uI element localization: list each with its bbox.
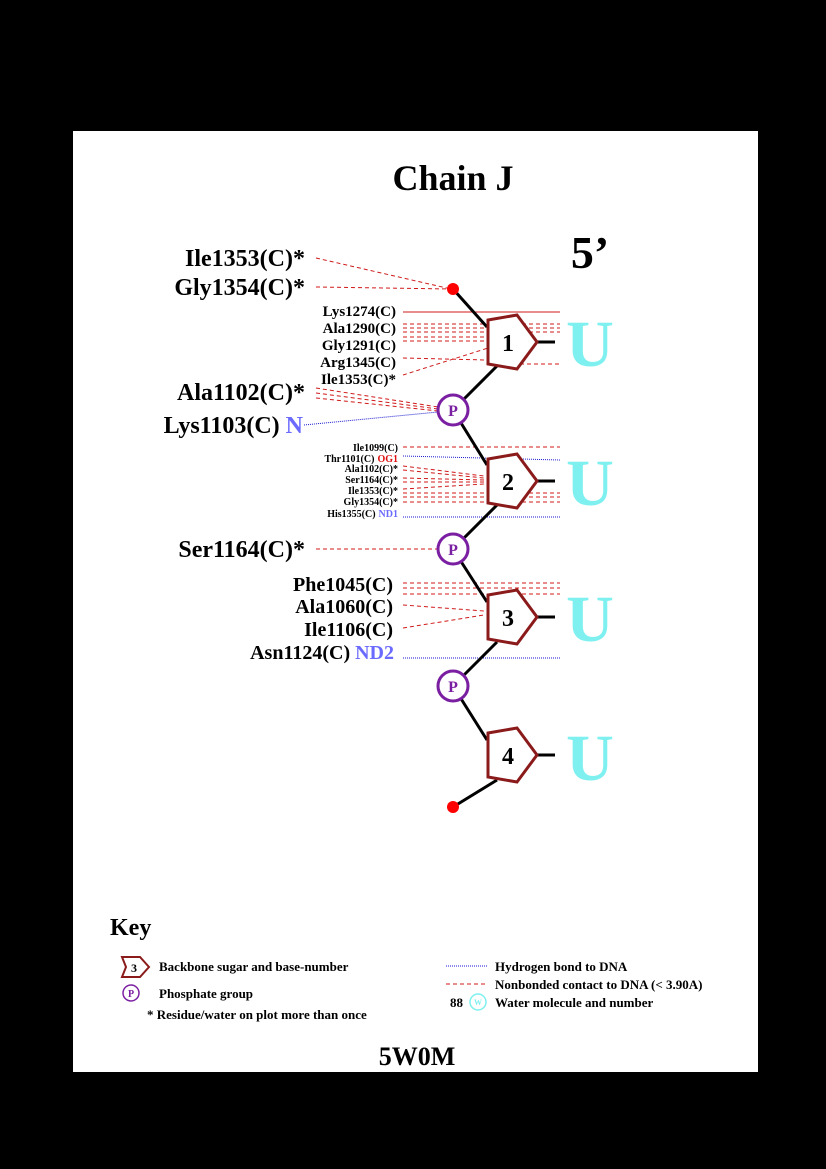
nonbonded-line [402, 604, 485, 612]
sugar-number: 3 [502, 606, 514, 632]
residue-label: Ala1060(C) [295, 596, 393, 618]
nonbonded-line [402, 469, 485, 479]
sugar-key-icon [120, 956, 151, 978]
sugar-key-desc: Backbone sugar and base-number [159, 959, 349, 974]
nonbonded-line [402, 347, 489, 376]
chain-title: Chain J [392, 158, 513, 198]
residue-label: Ile1106(C) [304, 619, 393, 641]
residue-label: Ile1353(C)* [185, 246, 305, 272]
atom-label: ND1 [379, 509, 398, 520]
sugar-1: 1 [486, 313, 539, 371]
sugar-pentagon [486, 726, 539, 784]
residue-label: Ser1164(C)* [178, 537, 305, 563]
nonbonded-line [402, 483, 485, 490]
residue-label: Ala1102(C)* [177, 380, 305, 406]
repeat-key-desc: * Residue/water on plot more than once [147, 1007, 367, 1022]
terminal-5prime-dot [447, 283, 459, 295]
water-key-symbol: W [474, 998, 482, 1007]
sugar-3: 3 [486, 588, 539, 646]
key: Key 3 Backbone sugar and base-number P P… [110, 915, 702, 1022]
sugar-pentagon [486, 452, 539, 510]
residue-label: Gly1291(C) [322, 338, 396, 354]
nonbonded-line [315, 387, 439, 408]
atom-label: ND2 [355, 642, 394, 664]
sugar-pentagon [486, 313, 539, 371]
residue-label: Ile1353(C)* [321, 372, 396, 388]
residue-label: Lys1103(C) N [164, 413, 304, 439]
residue-label: Asn1124(C) ND2 [250, 642, 394, 664]
nonbonded-line [402, 614, 485, 629]
residue-label: Thr1101(C) OG1 [324, 454, 398, 465]
sugar-number: 1 [502, 331, 514, 357]
residue-label: Ser1164(C)* [345, 475, 398, 486]
water-key-icon [469, 993, 487, 1011]
nonbonded-line [402, 465, 485, 477]
hbond-key-desc: Hydrogen bond to DNA [495, 959, 628, 974]
base-label-2: U [566, 447, 614, 520]
phosphate-label: P [448, 679, 458, 696]
phosphate-3: P [436, 669, 470, 703]
nonbonded-line [315, 257, 452, 290]
residue-label: Ile1353(C)* [348, 486, 398, 497]
base-label-4: U [566, 722, 614, 795]
residue-label: Ala1290(C) [323, 321, 396, 337]
key-title: Key [110, 915, 151, 941]
pdb-code: 5W0M [379, 1042, 456, 1071]
nonbonded-line [315, 286, 452, 290]
residue-label: Lys1274(C) [323, 304, 396, 320]
sugar-2: 2 [486, 452, 539, 510]
residue-label: His1355(C) ND1 [327, 509, 398, 520]
residue-label: Ala1102(C)* [345, 464, 398, 475]
phosphate-key-icon [122, 984, 140, 1002]
diagram-canvas: Chain J 5’ [110, 158, 702, 1071]
phosphate-label: P [448, 542, 458, 559]
residue-label: Arg1345(C) [320, 355, 396, 371]
atom-label: OG1 [377, 454, 398, 465]
nonbonded-line [315, 392, 439, 410]
nonbonded-line [402, 357, 487, 361]
water-key-desc: Water molecule and number [495, 995, 654, 1010]
base-label-1: U [566, 308, 614, 381]
nonbonded-key-desc: Nonbonded contact to DNA (< 3.90A) [495, 977, 702, 992]
phosphate-key-symbol: P [128, 989, 134, 1000]
residue-label: Gly1354(C)* [344, 497, 398, 508]
base-label-3: U [566, 583, 614, 656]
residue-label: Ile1099(C) [353, 443, 398, 454]
phosphate-2: P [436, 532, 470, 566]
residue-labels: Ile1353(C)* Gly1354(C)* Lys1274(C) Ala12… [164, 246, 398, 664]
terminal-3prime-dot [447, 801, 459, 813]
sugar-key-number: 3 [131, 961, 137, 975]
sugar-4: 4 [486, 726, 539, 784]
sugar-number: 2 [502, 470, 514, 496]
phosphate-1: P [436, 393, 470, 427]
phosphate-key-desc: Phosphate group [159, 986, 253, 1001]
sugar-number: 4 [502, 744, 514, 770]
residue-label: Phe1045(C) [293, 574, 393, 596]
residue-label: Gly1354(C)* [174, 275, 305, 301]
sugar-pentagon [486, 588, 539, 646]
hbond-line [303, 411, 439, 426]
phosphate-label: P [448, 403, 458, 420]
sugars: 1 2 3 4 [486, 313, 539, 784]
five-prime-label: 5’ [571, 227, 609, 278]
nonbonded-line [402, 477, 485, 481]
atom-label: N [286, 413, 304, 439]
diagram-panel: Chain J 5’ [73, 131, 758, 1072]
water-key-number: 88 [450, 995, 464, 1010]
